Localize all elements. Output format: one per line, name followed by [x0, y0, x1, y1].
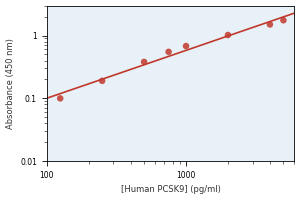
- Point: [100, 79, 105, 82]
- Point: [281, 19, 286, 22]
- Point: [58, 97, 63, 100]
- X-axis label: [Human PCSK9] (pg/ml): [Human PCSK9] (pg/ml): [121, 185, 220, 194]
- Y-axis label: Absorbance (450 nm): Absorbance (450 nm): [6, 38, 15, 129]
- Point: [226, 33, 230, 37]
- Point: [142, 60, 146, 64]
- Point: [184, 44, 188, 48]
- Point: [268, 23, 272, 26]
- Point: [166, 50, 171, 53]
